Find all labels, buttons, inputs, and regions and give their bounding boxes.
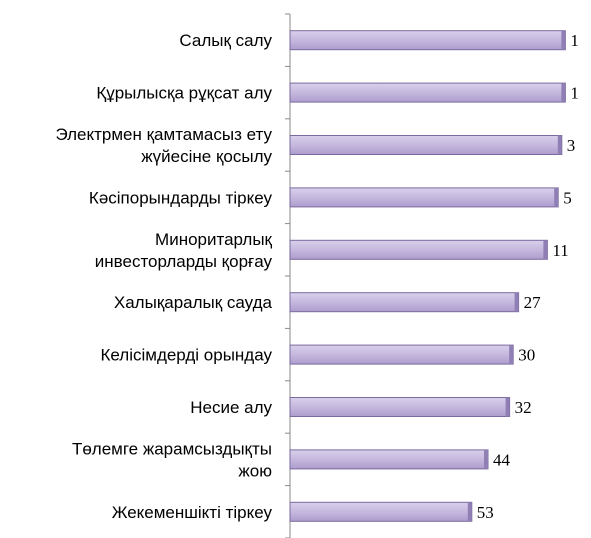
bar <box>289 292 520 313</box>
category-label-line: Төлемге жарамсыздықты <box>72 439 272 458</box>
bar-end-cap <box>554 187 559 207</box>
axis-ticks <box>285 13 290 538</box>
value-label: 27 <box>524 293 542 312</box>
category-label: Несие алу <box>190 398 272 417</box>
bar-end-cap <box>505 397 510 417</box>
category-label-line: Келісімдерді орындау <box>100 346 272 365</box>
category-label-line: Миноритарлық <box>155 230 273 249</box>
category-label: Жекеменшікті тіркеу <box>112 503 273 522</box>
category-label-line: Жекеменшікті тіркеу <box>112 503 273 522</box>
category-label: Миноритарлық инвесторларды қорғау <box>95 230 273 271</box>
category-label-line: инвесторларды қорғау <box>95 252 273 271</box>
value-label: 53 <box>477 503 494 522</box>
bar <box>289 449 489 470</box>
bars-group <box>289 30 566 522</box>
value-label: 3 <box>567 136 576 155</box>
bar-end-cap <box>557 135 562 155</box>
category-label-line: Кәсіпорындарды тіркеу <box>89 188 273 207</box>
category-label: Құрылысқа рұқсат алу <box>96 84 272 103</box>
bar <box>289 30 566 51</box>
bar <box>289 397 511 417</box>
bar <box>289 344 514 365</box>
category-label-line: Электрмен қамтамасыз ету <box>55 125 272 144</box>
value-label: 32 <box>515 398 532 417</box>
category-label-line: жүйесіне қосылу <box>141 147 272 166</box>
value-label: 1 <box>570 84 579 103</box>
category-label-line: Несие алу <box>190 398 272 417</box>
value-label: 5 <box>563 188 572 207</box>
category-label-line: Салық салу <box>179 31 272 50</box>
bar <box>289 135 563 155</box>
value-label: 44 <box>493 450 511 469</box>
value-label: 30 <box>518 346 535 365</box>
category-label-line: Халықаралық сауда <box>114 293 273 312</box>
category-label: Келісімдерді орындау <box>100 346 272 365</box>
category-label: Электрмен қамтамасыз ету жүйесіне қосылу <box>55 125 272 166</box>
bar-end-cap <box>467 502 472 522</box>
category-label-line: Құрылысқа рұқсат алу <box>96 84 272 103</box>
bar <box>289 501 473 522</box>
value-label: 1 <box>570 31 579 50</box>
category-label: Кәсіпорындарды тіркеу <box>89 188 273 207</box>
bar-end-cap <box>484 449 488 469</box>
bar-end-cap <box>561 30 566 50</box>
bar-end-cap <box>509 345 514 365</box>
bar-end-cap <box>561 83 566 103</box>
category-label: Салық салу <box>179 31 272 50</box>
value-label: 11 <box>552 241 568 260</box>
bar-end-cap <box>514 292 519 312</box>
bar <box>289 82 566 103</box>
category-label: Халықаралық сауда <box>114 293 273 312</box>
bar <box>289 187 559 208</box>
bar-end-cap <box>543 240 548 260</box>
category-label-line: жою <box>238 461 272 480</box>
bar <box>289 239 548 260</box>
category-labels-group: Салық салу Құрылысқа рұқсат алу Электрмен … <box>55 31 272 522</box>
category-label: Төлемге жарамсыздықты жою <box>72 439 272 480</box>
